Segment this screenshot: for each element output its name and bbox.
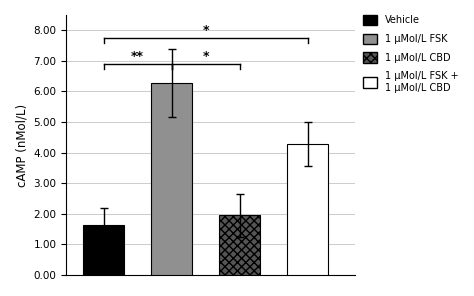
Y-axis label: cAMP (nMol/L): cAMP (nMol/L) xyxy=(15,103,28,186)
Bar xyxy=(151,83,192,275)
Bar xyxy=(83,226,124,275)
Text: **: ** xyxy=(131,50,144,63)
Legend: Vehicle, 1 μMol/L FSK, 1 μMol/L CBD, 1 μMol/L FSK +
1 μMol/L CBD: Vehicle, 1 μMol/L FSK, 1 μMol/L CBD, 1 μ… xyxy=(363,15,458,93)
Text: *: * xyxy=(202,50,209,63)
Bar xyxy=(219,215,260,275)
Text: *: * xyxy=(202,24,209,37)
Bar xyxy=(287,144,328,275)
